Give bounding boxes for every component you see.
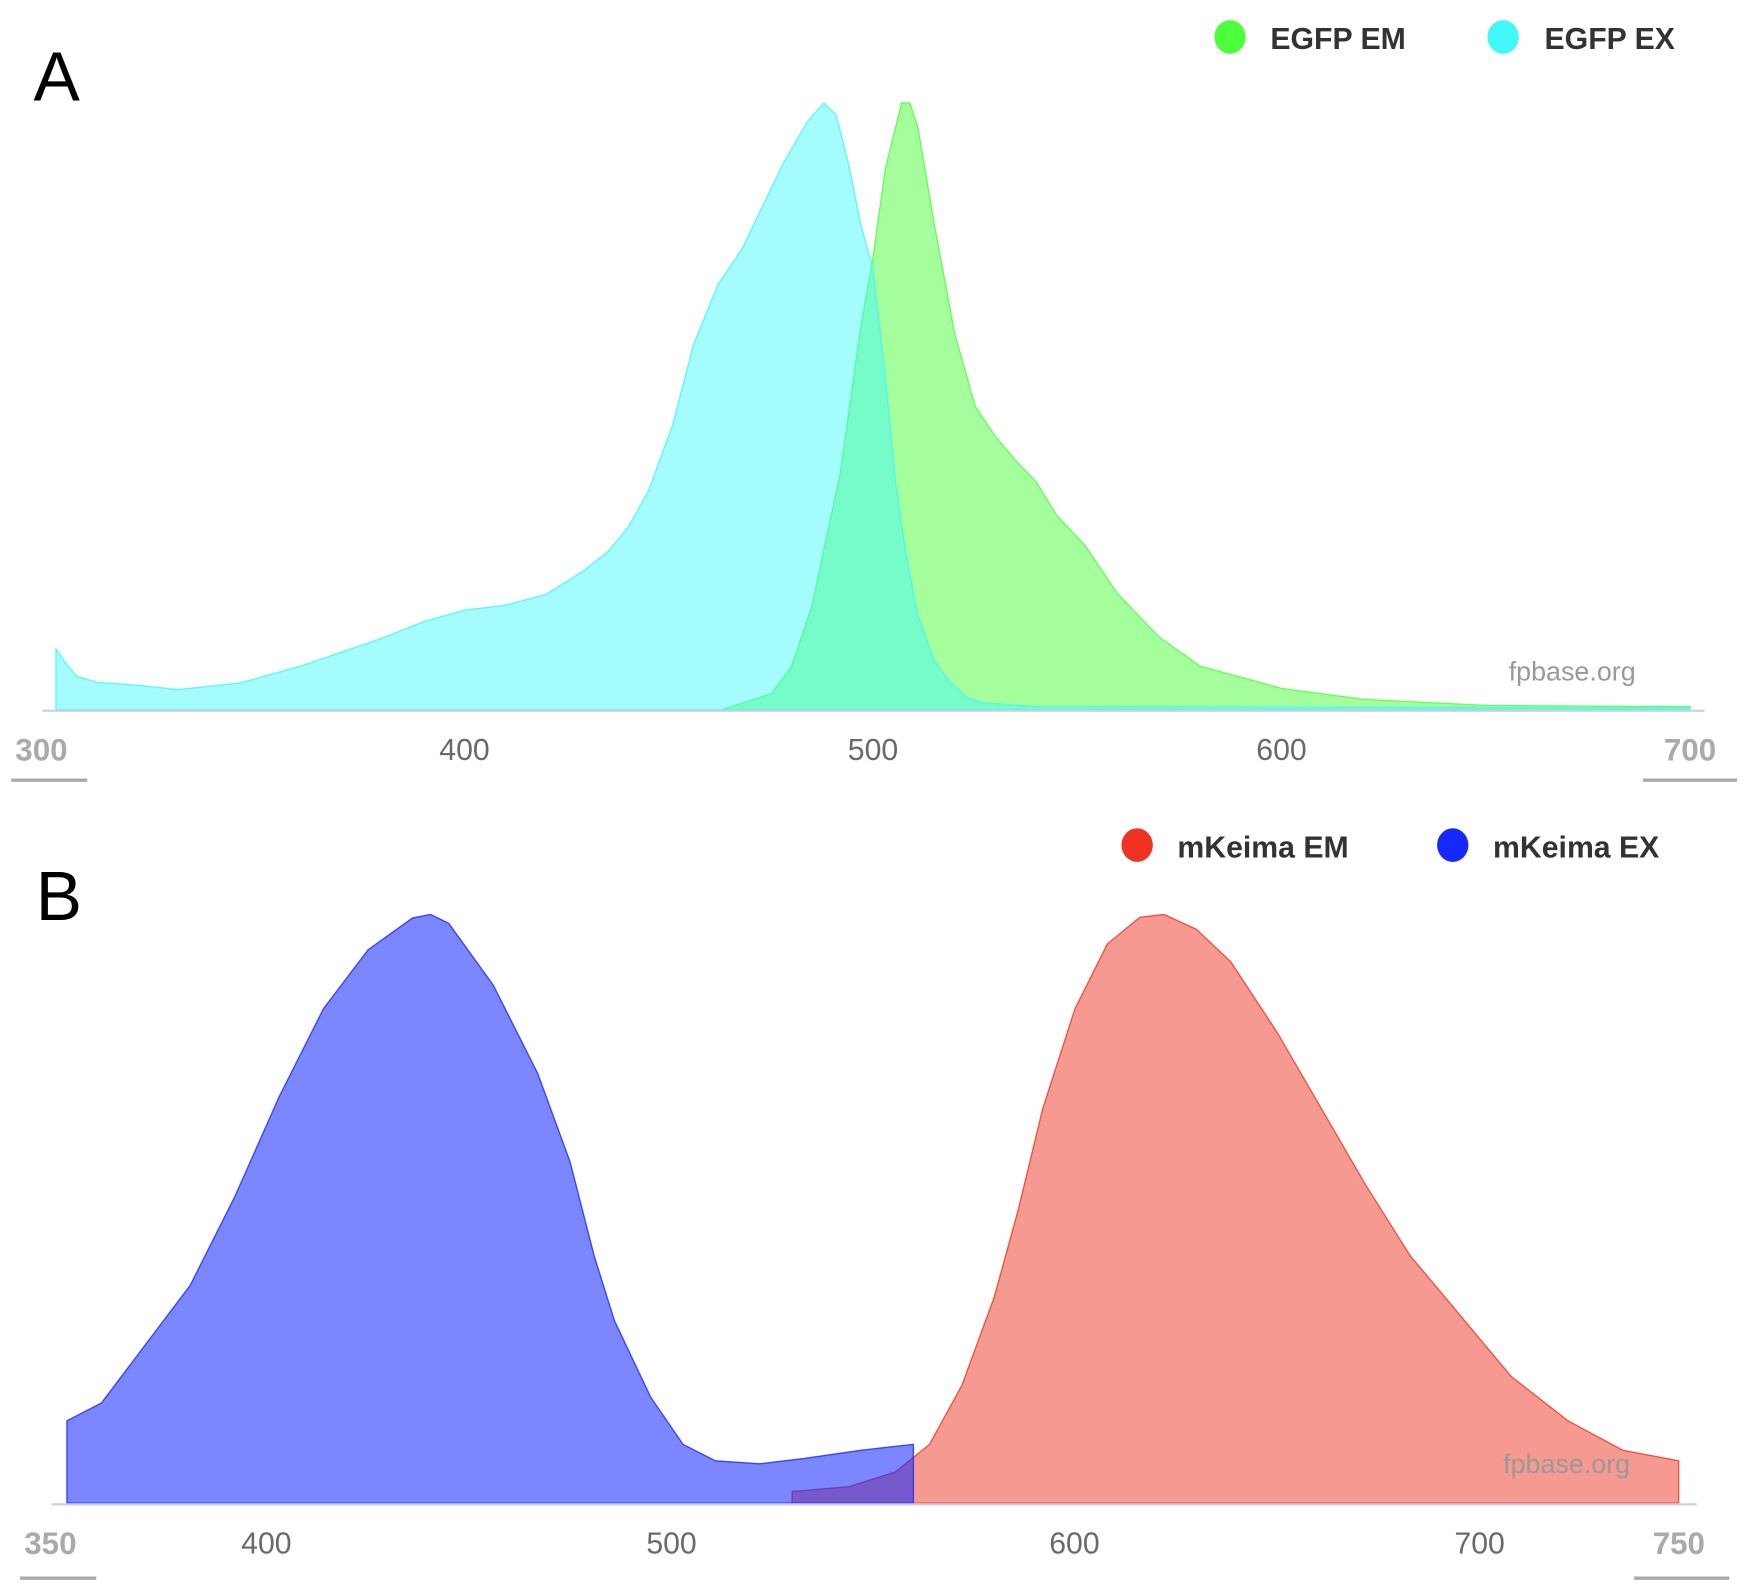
legend-marker-mkeima-em[interactable] [1121,828,1153,862]
watermark: fpbase.org [1509,657,1636,687]
panel-label: A [34,38,81,116]
x-tick-label: 750 [1653,1526,1705,1561]
x-tick-label: 500 [646,1528,696,1561]
panel-b: mKeima EM mKeima EX 350 400 500 600 700 750 Bfpb… [20,828,1730,1580]
watermark: fpbase.org [1503,1449,1630,1479]
x-tick-label: 600 [1049,1528,1099,1561]
area-mkeima-em [791,913,1680,1504]
legend-label[interactable]: EGFP EM [1270,23,1405,56]
x-tick-label: 400 [439,734,489,767]
legend-label[interactable]: mKeima EM [1177,831,1348,864]
x-tick-label: 600 [1256,734,1306,767]
area-mkeima-ex [66,913,915,1504]
panel-label: B [36,857,82,935]
legend-label[interactable]: EGFP EX [1545,23,1675,56]
x-tick-label: 400 [241,1528,291,1561]
x-tick-label: 700 [1664,732,1716,767]
x-tick-label: 300 [15,732,67,767]
legend-marker-mkeima-ex[interactable] [1437,828,1469,862]
x-tick-label: 700 [1454,1528,1504,1561]
area-egfp-ex [55,102,1691,711]
legend-marker-egfp-ex[interactable] [1487,20,1519,54]
x-tick-label: 350 [24,1526,76,1561]
area-egfp-em [721,102,1691,711]
legend-label[interactable]: mKeima EX [1493,831,1659,864]
legend-marker-egfp-em[interactable] [1214,20,1246,54]
x-tick-label: 500 [848,734,898,767]
